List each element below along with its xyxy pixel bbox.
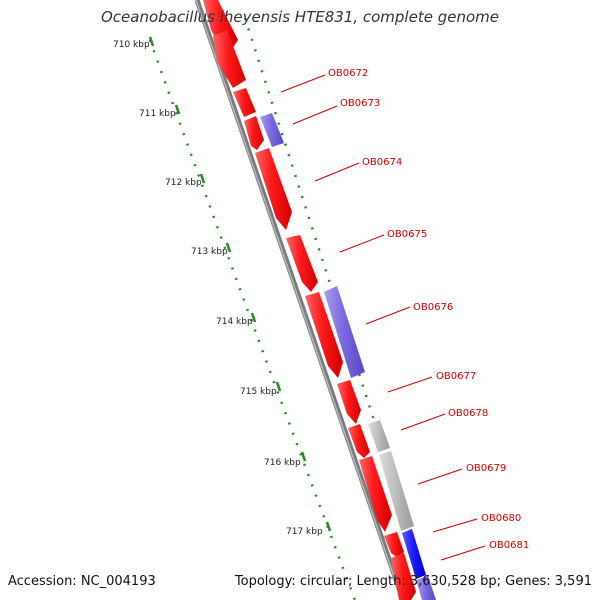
backbone-highlight <box>195 0 403 600</box>
forward-genes <box>203 0 416 600</box>
tick-track-inner <box>148 39 357 600</box>
gene-label[interactable]: OB0673 <box>340 98 380 109</box>
gene-arrow-red[interactable] <box>348 424 370 458</box>
gene-label[interactable]: OB0675 <box>387 229 427 240</box>
label-leaders <box>280 74 486 561</box>
kbp-label: 712 kbp <box>165 178 202 188</box>
gene-label[interactable]: OB0678 <box>448 408 488 419</box>
backbone-line <box>194 0 406 600</box>
accession-text: Accession: NC_004193 <box>8 574 156 589</box>
gene-arrow-red[interactable] <box>233 88 256 117</box>
kbp-label: 713 kbp <box>191 247 228 257</box>
gene-arrow-red[interactable] <box>391 553 416 600</box>
gene-arrow-red[interactable] <box>337 380 361 424</box>
gene-arrow-red[interactable] <box>286 235 318 292</box>
gene-label[interactable]: OB0679 <box>466 463 506 474</box>
gene-block-gray[interactable] <box>368 420 390 452</box>
gene-block-blue[interactable] <box>402 529 426 579</box>
gene-label[interactable]: OB0680 <box>481 513 521 524</box>
kbp-labels: 710 kbp 711 kbp 712 kbp 713 kbp 714 kbp … <box>113 40 323 537</box>
genome-summary: Topology: circular; Length: 3,630,528 bp… <box>234 574 592 589</box>
gene-arrow-red[interactable] <box>244 116 264 150</box>
genome-title: Oceanobacillus iheyensis HTE831, complet… <box>101 8 499 26</box>
gene-labels: OB0672 OB0673 OB0674 OB0675 OB0676 OB067… <box>328 68 529 551</box>
kbp-label: 717 kbp <box>286 527 323 537</box>
gene-label[interactable]: OB0681 <box>489 540 529 551</box>
gene-label[interactable]: OB0674 <box>362 157 402 168</box>
gene-block-purple[interactable] <box>324 286 365 378</box>
gene-label[interactable]: OB0676 <box>413 302 453 313</box>
gene-arrow-red[interactable] <box>213 30 246 88</box>
kbp-label: 710 kbp <box>113 40 150 50</box>
kbp-label: 714 kbp <box>216 317 253 327</box>
gene-arrow-red[interactable] <box>359 456 392 532</box>
kbp-label: 711 kbp <box>139 109 176 119</box>
gene-block-purple[interactable] <box>416 576 436 600</box>
gene-arrow-red[interactable] <box>384 532 404 558</box>
major-ticks <box>148 36 332 532</box>
reverse-genes <box>260 113 436 600</box>
gene-arrow-red[interactable] <box>255 148 292 230</box>
gene-block-gray[interactable] <box>379 451 414 531</box>
kbp-label: 716 kbp <box>264 458 301 468</box>
gene-label[interactable]: OB0677 <box>436 371 476 382</box>
gene-label[interactable]: OB0672 <box>328 68 368 79</box>
kbp-label: 715 kbp <box>240 387 277 397</box>
gene-block-purple[interactable] <box>260 113 284 147</box>
gene-arrow-red[interactable] <box>305 292 343 378</box>
